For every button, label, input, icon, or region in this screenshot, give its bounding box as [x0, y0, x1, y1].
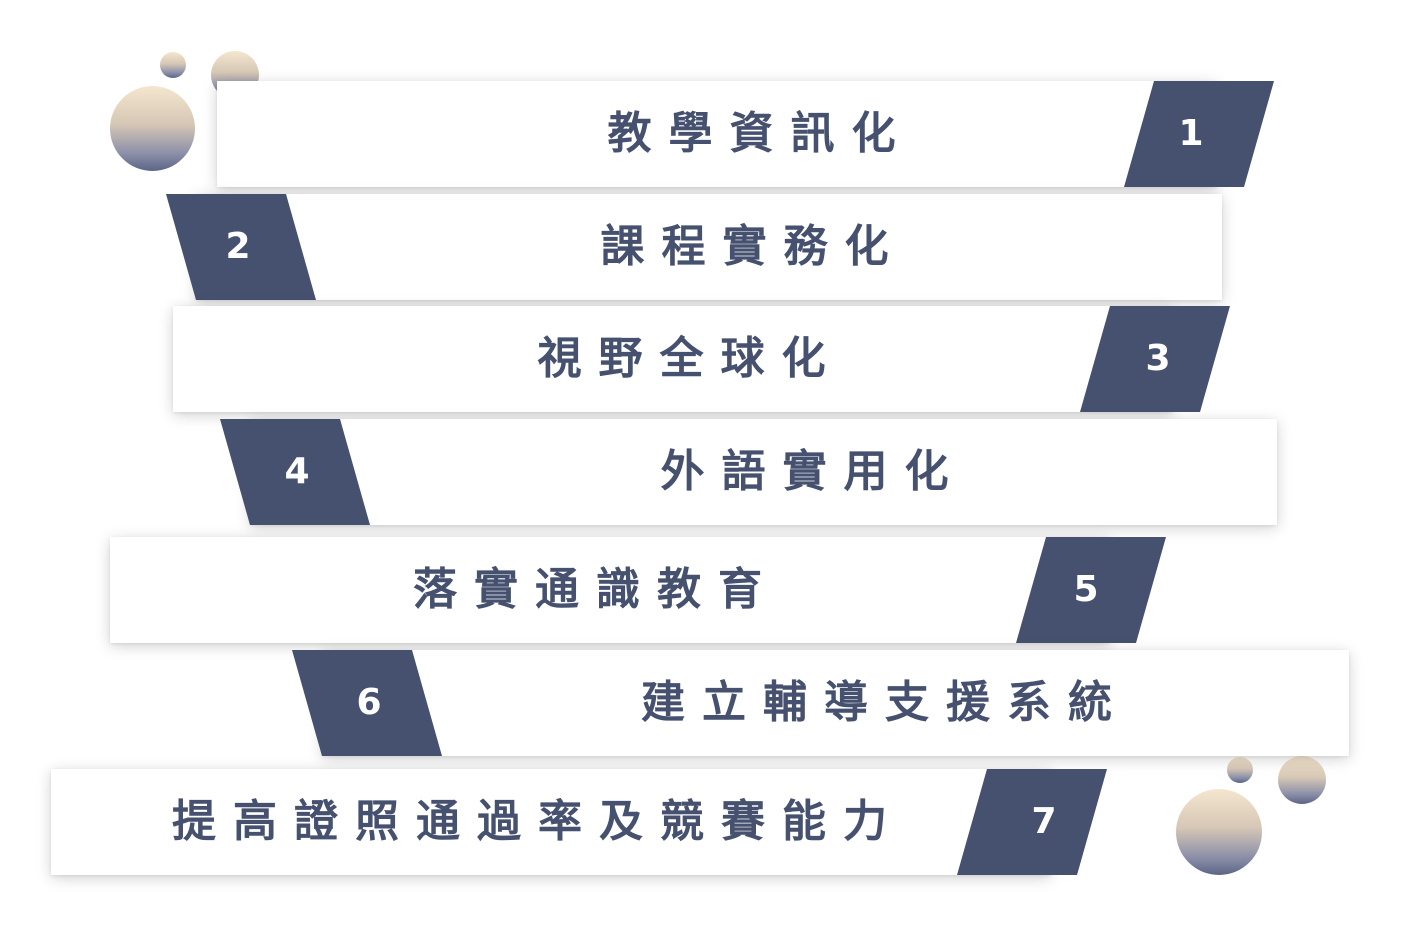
item-label-4: 外語實用化: [660, 446, 966, 497]
list-item-4: 外語實用化: [250, 419, 1277, 525]
number-tab-5: 5: [1016, 537, 1166, 643]
bubble-medium-bottom-right: [1278, 756, 1326, 804]
item-number-7: 7: [1031, 801, 1057, 842]
list-item-2: 課程實務化: [196, 194, 1222, 300]
parallelogram-shape: [1016, 537, 1166, 643]
parallelogram-shape: [1080, 306, 1230, 412]
parallelogram-shape: [166, 194, 316, 300]
item-label-7: 提高證照通過率及競賽能力: [172, 796, 904, 847]
number-tab-2: 2: [166, 194, 316, 300]
list-item-1: 教學資訊化: [217, 81, 1217, 187]
list-item-7: 提高證照通過率及競賽能力: [51, 769, 1051, 875]
item-label-1: 教學資訊化: [607, 108, 913, 159]
bubble-large-bottom-right: [1176, 789, 1262, 875]
bubble-small-bottom-right: [1227, 757, 1253, 783]
parallelogram-shape: [292, 650, 442, 756]
number-tab-1: 1: [1124, 81, 1274, 187]
list-item-6: 建立輔導支援系統: [322, 650, 1349, 756]
number-tab-3: 3: [1080, 306, 1230, 412]
parallelogram-shape: [957, 769, 1107, 875]
item-label-3: 視野全球化: [537, 333, 843, 384]
number-tab-7: 7: [957, 769, 1107, 875]
parallelogram-shape: [1124, 81, 1274, 187]
item-number-6: 6: [356, 682, 382, 723]
item-number-2: 2: [225, 226, 251, 267]
number-tab-4: 4: [220, 419, 370, 525]
parallelogram-shape: [220, 419, 370, 525]
item-number-1: 1: [1178, 113, 1204, 154]
bubble-small-top-left: [160, 52, 186, 78]
item-label-5: 落實通識教育: [413, 564, 779, 615]
number-tab-6: 6: [292, 650, 442, 756]
item-number-4: 4: [284, 451, 310, 492]
bubble-large-top-left: [110, 86, 195, 171]
list-item-5: 落實通識教育: [110, 537, 1110, 643]
item-number-3: 3: [1145, 338, 1171, 379]
list-item-3: 視野全球化: [173, 306, 1173, 412]
item-label-6: 建立輔導支援系統: [641, 677, 1129, 728]
item-number-5: 5: [1073, 569, 1099, 610]
item-label-2: 課程實務化: [600, 221, 906, 272]
